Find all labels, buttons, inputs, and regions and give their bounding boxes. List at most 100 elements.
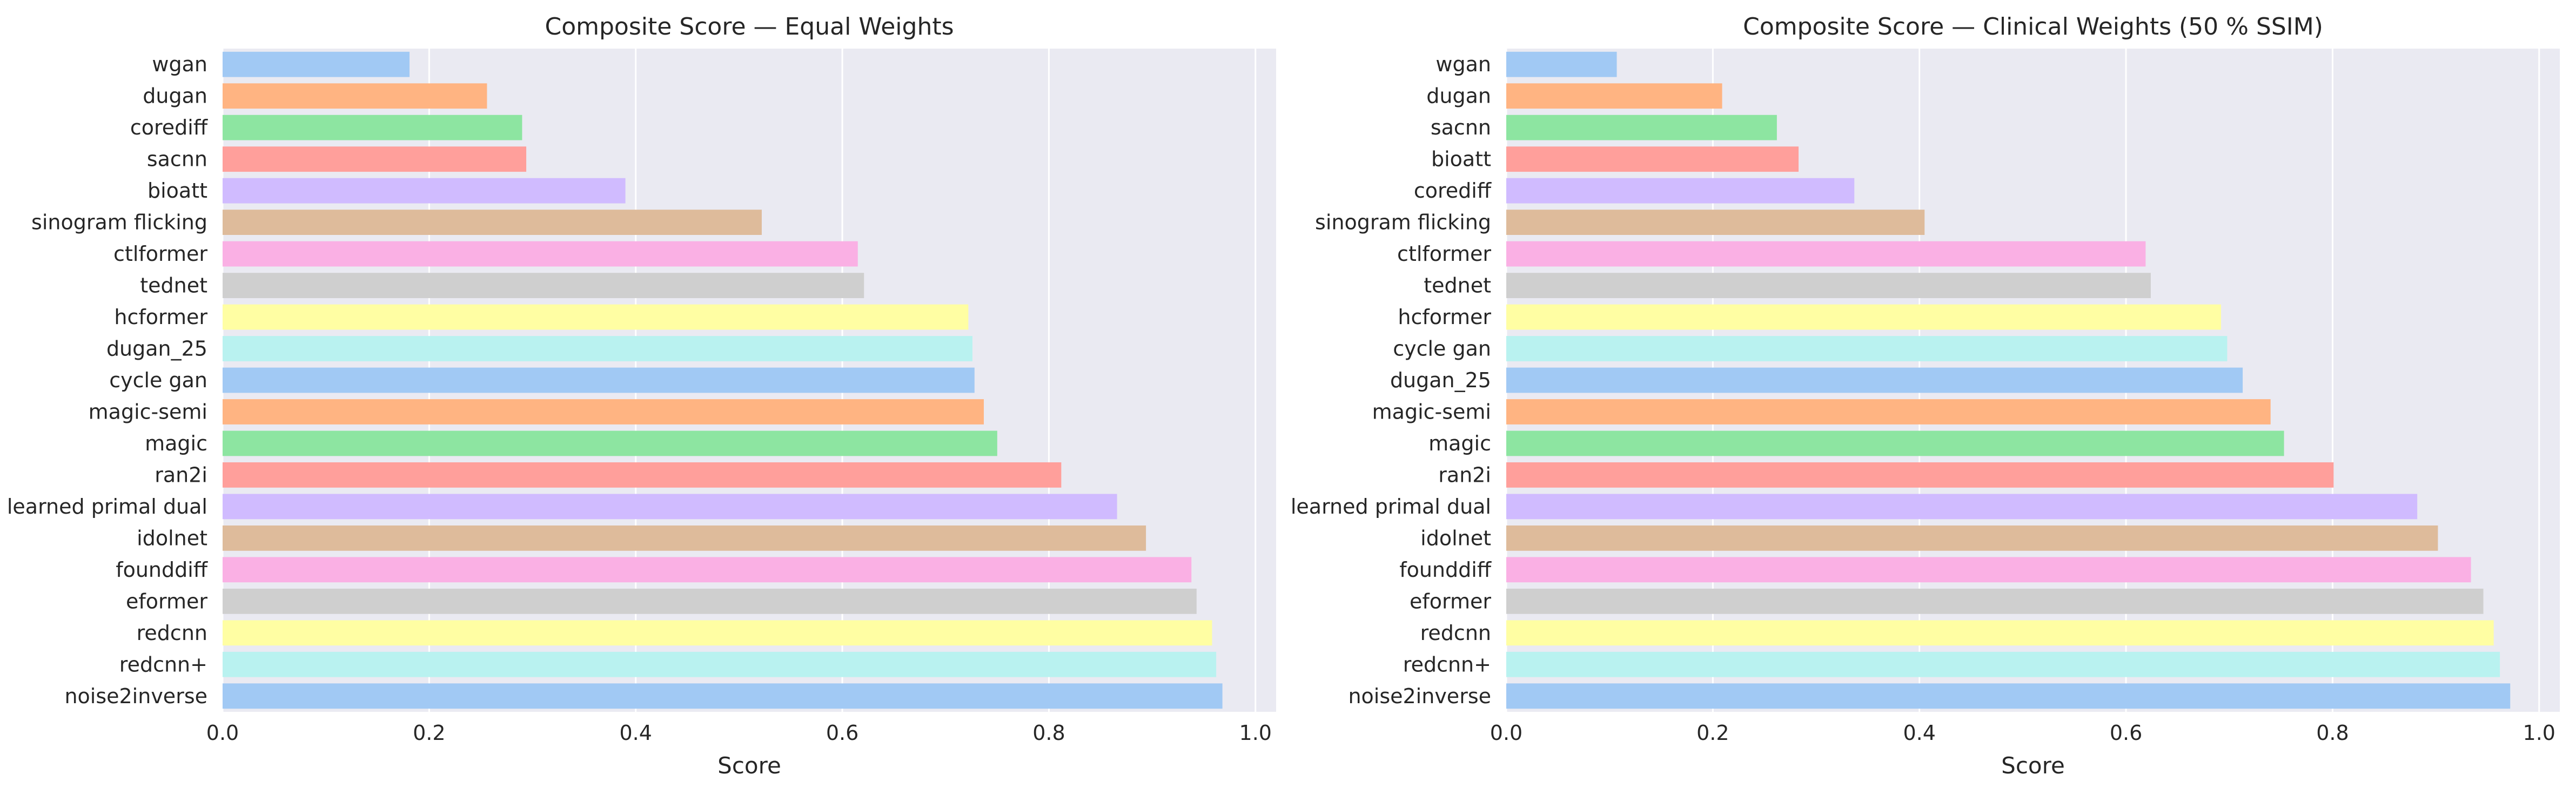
y-tick-label: magic: [145, 432, 207, 455]
x-tick-label: 0.8: [2316, 721, 2349, 745]
bar-dugan-25: [223, 336, 972, 361]
y-tick-label: wgan: [152, 52, 207, 76]
bar-eformer: [223, 588, 1197, 614]
y-tick-label: sacnn: [1431, 116, 1491, 139]
x-tick-label: 0.2: [1696, 721, 1729, 745]
bar-ran2i: [1506, 462, 2334, 488]
bar-founddiff: [1506, 557, 2471, 583]
y-tick-label: corediff: [130, 116, 208, 139]
y-tick-label: tednet: [1424, 274, 1491, 298]
bar-cycle-gan: [1506, 336, 2228, 361]
bar-idolnet: [223, 525, 1146, 551]
x-tick-label: 0.0: [206, 721, 239, 745]
x-tick-label: 1.0: [2523, 721, 2555, 745]
bar-hcformer: [223, 304, 969, 330]
y-tick-label: idolnet: [1420, 526, 1491, 550]
y-tick-label: ctlformer: [113, 242, 207, 266]
bar-wgan: [1506, 51, 1617, 77]
y-tick-label: magic-semi: [89, 400, 207, 423]
y-tick-label: eformer: [1410, 589, 1491, 613]
x-tick-label: 0.6: [2110, 721, 2142, 745]
y-tick-label: redcnn: [137, 621, 207, 645]
bar-learned-primal-dual: [1506, 494, 2418, 520]
x-tick-label: 0.2: [413, 721, 445, 745]
y-tick-label: corediff: [1414, 179, 1492, 203]
bar-noise2inverse: [1506, 683, 2511, 709]
bar-sinogram-flicking: [223, 210, 762, 235]
bar-dugan: [1506, 83, 1722, 109]
y-tick-label: tednet: [140, 274, 207, 298]
bar-tednet: [1506, 273, 2151, 298]
y-tick-label: eformer: [126, 589, 207, 613]
y-tick-label: magic-semi: [1372, 400, 1491, 423]
bar-bioatt: [223, 178, 626, 204]
y-tick-label: noise2inverse: [64, 684, 207, 708]
chart-title: Composite Score — Equal Weights: [545, 13, 954, 41]
bar-sacnn: [1506, 114, 1777, 140]
y-tick-label: ctlformer: [1397, 242, 1491, 266]
bar-corediff: [1506, 178, 1855, 204]
bar-redcnn: [1506, 620, 2494, 646]
x-tick-label: 0.8: [1032, 721, 1065, 745]
y-tick-label: dugan: [143, 84, 207, 108]
bar-redcnn: [223, 620, 1212, 646]
y-tick-label: noise2inverse: [1348, 684, 1491, 708]
y-tick-label: learned primal dual: [1291, 495, 1491, 518]
bar-dugan: [223, 83, 487, 109]
bar-founddiff: [223, 557, 1192, 583]
y-tick-label: cycle gan: [109, 368, 207, 392]
bar-corediff: [223, 114, 522, 140]
bar-redcnn-: [223, 651, 1217, 677]
y-tick-label: founddiff: [1399, 558, 1492, 582]
bar-redcnn-: [1506, 651, 2500, 677]
y-tick-label: ran2i: [155, 463, 207, 487]
y-tick-label: dugan_25: [106, 337, 207, 361]
y-tick-label: dugan: [1426, 84, 1491, 108]
bar-noise2inverse: [223, 683, 1223, 709]
y-tick-label: idolnet: [137, 526, 207, 550]
y-tick-label: cycle gan: [1393, 337, 1491, 361]
bar-learned-primal-dual: [223, 494, 1117, 520]
y-tick-label: learned primal dual: [7, 495, 207, 518]
y-tick-label: redcnn+: [1403, 652, 1491, 676]
y-tick-label: ran2i: [1438, 463, 1491, 487]
y-tick-label: dugan_25: [1390, 368, 1491, 392]
bar-sacnn: [223, 146, 527, 172]
bar-hcformer: [1506, 304, 2221, 330]
y-tick-label: redcnn+: [119, 652, 207, 676]
bar-dugan-25: [1506, 367, 2243, 393]
bar-tednet: [223, 273, 864, 298]
bar-eformer: [1506, 588, 2484, 614]
bar-magic: [1506, 430, 2284, 456]
bar-sinogram-flicking: [1506, 210, 1925, 235]
bar-wgan: [223, 51, 410, 77]
y-tick-label: founddiff: [116, 558, 208, 582]
y-tick-label: wgan: [1435, 52, 1491, 76]
bar-ran2i: [223, 462, 1062, 488]
bar-bioatt: [1506, 146, 1799, 172]
bar-magic-semi: [223, 399, 984, 425]
y-tick-label: hcformer: [114, 305, 207, 329]
chart-panel-2: 0.0 0.2 0.4 0.6 0.8 1.0 wgan dugan sacnn bioatt co…: [1291, 13, 2560, 779]
x-axis-label: Score: [717, 752, 781, 779]
bar-ctlformer: [223, 241, 858, 267]
bar-ctlformer: [1506, 241, 2146, 267]
y-tick-label: magic: [1428, 432, 1491, 455]
bar-magic: [223, 430, 997, 456]
y-tick-label: hcformer: [1398, 305, 1491, 329]
x-tick-label: 1.0: [1239, 721, 1272, 745]
bar-cycle-gan: [223, 367, 975, 393]
bar-magic-semi: [1506, 399, 2271, 425]
x-tick-label: 0.0: [1490, 721, 1522, 745]
chart-title: Composite Score — Clinical Weights (50 %…: [1743, 13, 2323, 41]
bar-idolnet: [1506, 525, 2438, 551]
x-tick-label: 0.6: [826, 721, 858, 745]
x-axis-label: Score: [2001, 752, 2065, 779]
chart-panel-1: 0.0 0.2 0.4 0.6 0.8 1.0 wgan dugan corediff sacnn…: [7, 13, 1276, 779]
y-tick-label: sinogram flicking: [1315, 211, 1491, 234]
y-tick-label: redcnn: [1420, 621, 1491, 645]
x-tick-label: 0.4: [619, 721, 652, 745]
y-tick-label: sinogram flicking: [31, 211, 207, 234]
